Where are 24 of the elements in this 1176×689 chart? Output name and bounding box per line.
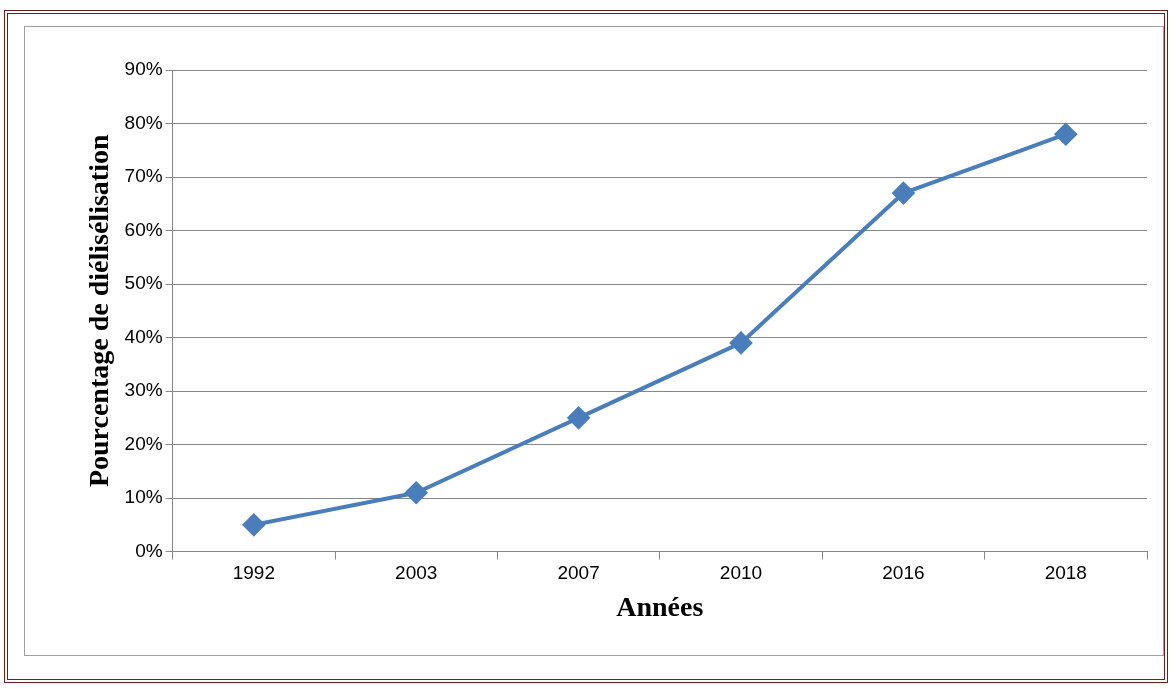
y-tick-label: 30% [124,379,163,401]
point [1054,123,1077,146]
y-tick-label: 80% [124,111,163,133]
x-tick-label: 2018 [1044,562,1087,584]
point [405,481,428,504]
y-tick-label: 0% [135,539,163,561]
x-tick-label: 2016 [882,562,925,584]
x-tick-label: 1992 [232,562,275,584]
point [242,513,265,536]
point [567,406,590,429]
y-tick-label: 10% [124,486,163,508]
y-tick-label: 20% [124,432,163,454]
y-tick-label: 40% [124,325,163,347]
x-tick-label: 2010 [719,562,763,584]
y-tick-label: 50% [124,272,163,294]
point [730,331,753,354]
y-axis-title: Pourcentage de diélisélisation [83,134,115,488]
x-axis-title: Années [616,591,704,623]
x-tick-label: 2007 [557,562,600,584]
x-tick-label: 2003 [395,562,438,584]
y-tick-label: 70% [124,165,163,187]
y-tick-label: 60% [124,218,163,240]
point [892,182,915,205]
y-tick-label: 90% [124,58,163,80]
